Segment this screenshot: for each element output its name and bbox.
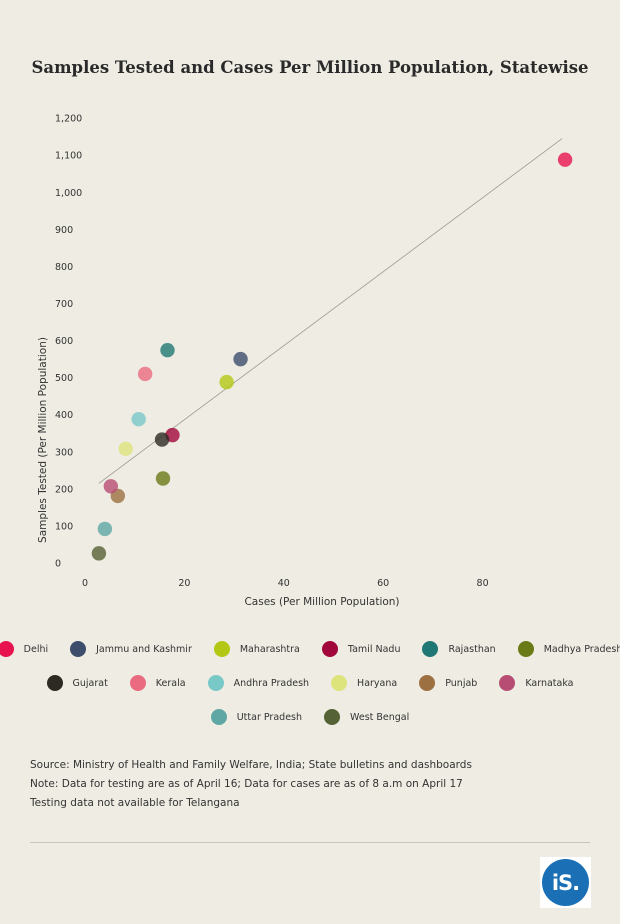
legend-label: Haryana <box>357 677 398 689</box>
y-tick-label: 1,000 <box>55 188 82 199</box>
y-tick-label: 800 <box>55 262 73 273</box>
data-point-karnataka[interactable] <box>103 479 119 494</box>
x-tick-label: 40 <box>278 578 290 589</box>
notes: Source: Ministry of Health and Family We… <box>30 756 472 813</box>
legend-row: Delhi Jammu and Kashmir Maharashtra Tamil N… <box>0 632 620 666</box>
data-point-maharashtra[interactable] <box>219 374 234 390</box>
legend-swatch <box>419 675 436 691</box>
data-point-kerala[interactable] <box>137 366 153 382</box>
legend-swatch <box>499 675 516 691</box>
y-tick-label: 0 <box>55 559 61 570</box>
chart-title: Samples Tested and Cases Per Million Pop… <box>31 58 589 77</box>
legend-label: Jammu and Kashmir <box>96 643 192 655</box>
data-point-andhra-pradesh[interactable] <box>131 411 146 427</box>
x-axis-ticks: 0 20 40 60 80 <box>82 578 489 589</box>
legend-label: West Bengal <box>350 711 410 723</box>
y-tick-label: 900 <box>55 225 73 236</box>
legend-item-gujarat[interactable]: Gujarat <box>46 675 108 691</box>
data-point-madhya-pradesh[interactable] <box>155 471 171 486</box>
y-tick-label: 300 <box>55 447 73 458</box>
legend-item-maharashtra[interactable]: Maharashtra <box>213 641 300 657</box>
legend-label: Delhi <box>23 643 49 655</box>
legend-item-punjab[interactable]: Punjab <box>419 675 477 691</box>
legend-item-kerala[interactable]: Kerala <box>129 675 186 691</box>
legend-swatch <box>0 641 14 657</box>
legend-label: Maharashtra <box>239 643 300 655</box>
legend-swatch <box>129 675 146 691</box>
legend-label: Rajasthan <box>448 643 496 655</box>
x-tick-label: 0 <box>82 578 88 589</box>
data-point-gujarat[interactable] <box>154 432 170 447</box>
x-tick-label: 60 <box>377 578 389 589</box>
legend-label: Andhra Pradesh <box>233 677 310 689</box>
data-point-jammu-and-kashmir[interactable] <box>233 351 248 367</box>
legend-item-delhi[interactable]: Delhi <box>0 641 48 657</box>
y-tick-label: 200 <box>55 484 73 495</box>
data-point-west-bengal[interactable] <box>91 546 107 561</box>
legend-item-uttar-pradesh[interactable]: Uttar Pradesh <box>210 709 303 725</box>
y-axis-ticks: 0 100 200 300 400 500 600 700 800 900 1,000 1,100 1,… <box>55 114 82 570</box>
legend-row: Uttar Pradesh West Bengal <box>0 700 620 734</box>
legend-item-rajasthan[interactable]: Rajasthan <box>422 641 496 657</box>
legend-item-jammu-and-kashmir[interactable]: Jammu and Kashmir <box>70 641 192 657</box>
legend-label: Karnataka <box>525 677 574 689</box>
legend-swatch <box>324 709 341 725</box>
legend-item-madhya-pradesh[interactable]: Madhya Pradesh <box>517 641 620 657</box>
logo-mark: iS. <box>542 859 589 906</box>
scatter-chart: 01002003004005006007008009001,0001,1001,… <box>37 114 573 608</box>
legend-swatch <box>321 641 338 657</box>
legend-swatch <box>46 675 63 691</box>
y-tick-label: 100 <box>55 521 73 532</box>
testing-date-note: Note: Data for testing are as of April 1… <box>30 778 463 790</box>
legend-label: Tamil Nadu <box>347 643 401 655</box>
x-tick-label: 80 <box>477 578 489 589</box>
y-tick-label: 1,200 <box>55 114 82 125</box>
legend-swatch <box>422 641 439 657</box>
source-note: Source: Ministry of Health and Family We… <box>30 759 472 771</box>
legend-swatch <box>213 641 230 657</box>
legend-item-west-bengal[interactable]: West Bengal <box>324 709 409 725</box>
legend-label: Uttar Pradesh <box>236 711 303 723</box>
y-tick-label: 500 <box>55 373 73 384</box>
telangana-note: Testing data not available for Telangana <box>30 797 240 809</box>
legend-swatch <box>70 641 87 657</box>
divider <box>30 842 590 843</box>
logo: iS. <box>540 857 591 908</box>
legend-item-haryana[interactable]: Haryana <box>331 675 397 691</box>
legend-item-karnataka[interactable]: Karnataka <box>499 675 574 691</box>
legend: Delhi Jammu and Kashmir Maharashtra Tamil N… <box>0 632 620 734</box>
legend-swatch <box>517 641 534 657</box>
y-axis-label: Samples Tested (Per Million Population) <box>37 337 49 543</box>
y-tick-label: 700 <box>55 299 73 310</box>
data-point-delhi[interactable] <box>557 152 573 167</box>
legend-item-andhra-pradesh[interactable]: Andhra Pradesh <box>207 675 310 691</box>
legend-swatch <box>331 675 348 691</box>
trend-line <box>98 138 563 484</box>
data-point-haryana[interactable] <box>118 441 133 457</box>
data-points <box>91 152 573 561</box>
legend-label: Kerala <box>155 677 186 689</box>
data-point-uttar-pradesh[interactable] <box>97 521 113 537</box>
x-axis-label: Cases (Per Million Population) <box>244 596 399 608</box>
y-tick-label: 1,100 <box>55 151 82 162</box>
legend-label: Madhya Pradesh <box>543 643 620 655</box>
y-tick-label: 600 <box>55 336 73 347</box>
legend-swatch <box>207 675 224 691</box>
data-point-rajasthan[interactable] <box>160 343 175 358</box>
legend-label: Punjab <box>445 677 478 689</box>
legend-label: Gujarat <box>72 677 108 689</box>
y-tick-label: 400 <box>55 410 73 421</box>
legend-row: Gujarat Kerala Andhra Pradesh Haryana Punjab… <box>0 666 620 700</box>
legend-item-tamil-nadu[interactable]: Tamil Nadu <box>321 641 401 657</box>
x-tick-label: 20 <box>178 578 190 589</box>
legend-swatch <box>210 709 227 725</box>
